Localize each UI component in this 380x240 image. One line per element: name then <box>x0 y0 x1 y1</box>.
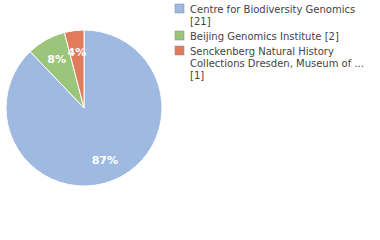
legend-line: [21] <box>190 16 211 27</box>
legend: Centre for Biodiversity Genomics[21] Beij… <box>175 4 364 81</box>
data-label: 87% <box>92 154 118 167</box>
legend-swatch <box>175 31 184 40</box>
legend-swatch <box>175 4 184 13</box>
legend-label: Centre for Biodiversity Genomics[21] <box>190 4 355 27</box>
legend-line: Collections Dresden, Museum of ... <box>190 58 364 69</box>
legend-line: Beijing Genomics Institute [2] <box>190 31 339 42</box>
pie-slice <box>64 30 84 108</box>
legend-label: Beijing Genomics Institute [2] <box>190 31 339 42</box>
data-label: 4% <box>68 46 87 59</box>
legend-line: Centre for Biodiversity Genomics <box>190 4 355 15</box>
legend-swatch <box>175 46 184 55</box>
pie-slice <box>6 30 162 186</box>
data-label: 8% <box>47 53 66 66</box>
chart: 87%8%4%Centre for Biodiversity Genomics[… <box>0 0 380 240</box>
legend-line: [1] <box>190 70 204 81</box>
legend-line: Senckenberg Natural History <box>190 46 334 57</box>
legend-label: Senckenberg Natural HistoryCollections D… <box>190 46 364 81</box>
data-labels: 87% 8%4% <box>47 46 118 167</box>
pie <box>6 30 162 186</box>
